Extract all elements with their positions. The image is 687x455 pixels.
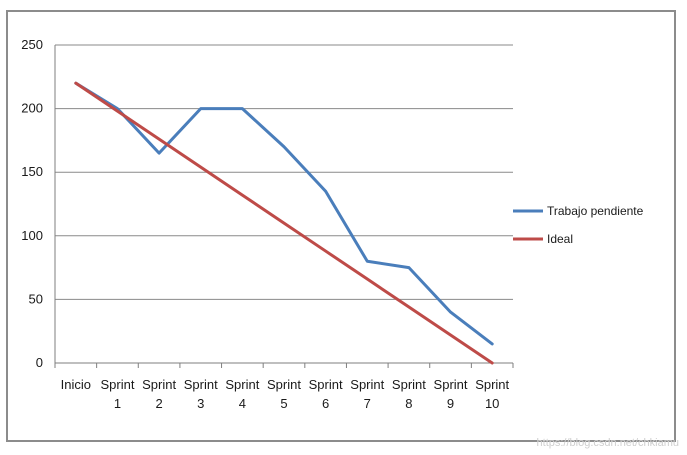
x-tick-label: 10 [485,396,499,411]
legend-label: Trabajo pendiente [547,204,644,218]
x-tick-label: 1 [114,396,121,411]
y-tick-label: 0 [36,355,43,370]
y-tick-label: 100 [21,228,43,243]
x-tick-label: 5 [280,396,287,411]
y-tick-label: 50 [29,291,43,306]
x-tick-label: Sprint [434,377,468,392]
x-tick-label: Sprint [225,377,259,392]
x-tick-label: Sprint [142,377,176,392]
y-tick-label: 150 [21,164,43,179]
x-tick-label: 7 [364,396,371,411]
x-tick-label: 6 [322,396,329,411]
x-tick-label: Sprint [392,377,426,392]
x-tick-label: Sprint [184,377,218,392]
legend-label: Ideal [547,232,573,246]
series-line-ideal [74,81,494,365]
y-tick-label: 250 [21,37,43,52]
x-tick-label: Inicio [61,377,91,392]
x-tick-label: Sprint [475,377,509,392]
x-tick-label: 8 [405,396,412,411]
x-tick-label: 9 [447,396,454,411]
x-tick-label: 2 [155,396,162,411]
x-tick-label: 3 [197,396,204,411]
series-line-trabajo-pendiente [74,81,494,346]
x-tick-label: Sprint [267,377,301,392]
watermark: https://blog.csdn.net/chkiamu [536,437,679,449]
y-tick-label: 200 [21,101,43,116]
chart-frame [6,10,676,442]
x-tick-label: 4 [239,396,246,411]
x-tick-label: Sprint [309,377,343,392]
x-tick-label: Sprint [350,377,384,392]
x-tick-label: Sprint [100,377,134,392]
